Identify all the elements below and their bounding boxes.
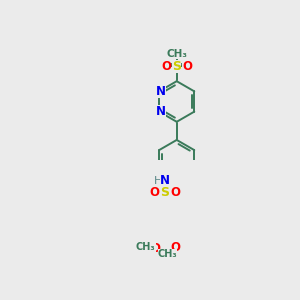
Text: O: O <box>182 60 192 73</box>
Text: CH₃: CH₃ <box>158 249 177 259</box>
Text: O: O <box>171 186 181 199</box>
Text: CH₃: CH₃ <box>166 50 187 59</box>
Text: O: O <box>150 242 160 255</box>
Text: S: S <box>160 186 169 199</box>
Text: O: O <box>149 186 159 199</box>
Text: N: N <box>160 174 170 187</box>
Text: O: O <box>161 60 171 73</box>
Text: S: S <box>172 60 181 73</box>
Text: N: N <box>156 85 166 98</box>
Text: N: N <box>156 105 166 118</box>
Text: O: O <box>170 241 180 254</box>
Text: H: H <box>154 176 163 185</box>
Text: CH₃: CH₃ <box>136 242 155 252</box>
